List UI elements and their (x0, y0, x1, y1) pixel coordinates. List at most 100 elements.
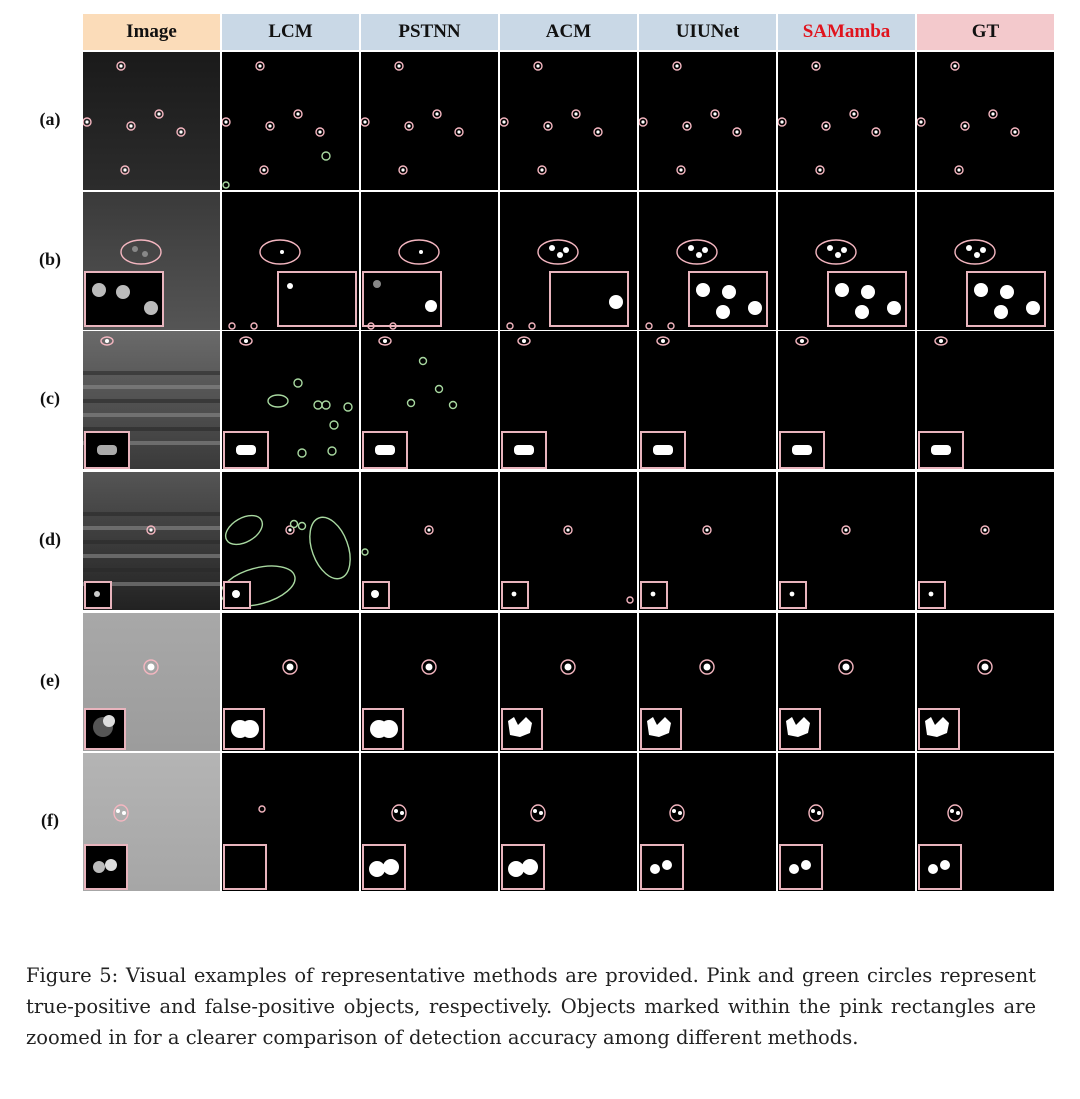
false-positive-circle (289, 519, 299, 529)
target-blob (647, 717, 671, 737)
target-blob (397, 64, 401, 68)
target-blob (931, 445, 951, 455)
target-circle (1010, 127, 1020, 137)
target-blob (286, 663, 294, 671)
target-circle (432, 109, 442, 119)
target-blob (650, 591, 656, 597)
target-blob (375, 445, 395, 455)
target-blob (983, 528, 987, 532)
target-ellipse (795, 336, 809, 346)
target-circle (667, 322, 675, 330)
false-positive-circle (297, 521, 307, 531)
zoom-box (362, 271, 442, 327)
panel-acm (500, 753, 637, 891)
target-circle (506, 322, 514, 330)
target-ellipse (537, 239, 579, 265)
target-blob (539, 811, 543, 815)
target-blob (407, 124, 411, 128)
panel-image (83, 52, 220, 190)
target-circle (849, 109, 859, 119)
target-blob (835, 283, 849, 297)
target-blob (241, 720, 259, 738)
target-blob (688, 245, 694, 251)
target-ellipse (120, 239, 162, 265)
target-blob (258, 64, 262, 68)
target-blob (653, 445, 673, 455)
panel-uiunet (639, 52, 776, 190)
target-blob (563, 247, 569, 253)
column-header-uiunet: UIUNet (639, 14, 776, 50)
target-blob (705, 528, 709, 532)
target-blob (157, 112, 161, 116)
panel-samamba (778, 753, 915, 891)
target-ellipse (398, 239, 440, 265)
target-blob (425, 300, 437, 312)
target-blob (514, 445, 534, 455)
target-circle (222, 181, 230, 189)
target-blob (994, 305, 1008, 319)
target-blob (713, 112, 717, 116)
target-blob (981, 663, 989, 671)
target-circle (871, 127, 881, 137)
target-circle (917, 117, 926, 127)
false-positive-circle (297, 448, 307, 458)
target-blob (288, 528, 292, 532)
target-circle (626, 596, 634, 604)
target-blob (94, 591, 100, 597)
target-blob (129, 124, 133, 128)
target-circle (228, 322, 236, 330)
target-blob (780, 120, 784, 124)
target-blob (508, 861, 524, 877)
target-blob (650, 864, 660, 874)
target-blob (268, 124, 272, 128)
column-header-image: Image (83, 14, 220, 50)
target-blob (533, 809, 537, 813)
panel-gt (917, 192, 1054, 330)
target-circle (361, 117, 370, 127)
target-blob (142, 251, 148, 257)
target-circle (815, 165, 825, 175)
panel-samamba (778, 613, 915, 751)
target-circle (563, 525, 573, 535)
target-blob (262, 168, 266, 172)
zoom-box (966, 271, 1046, 327)
false-positive-circle (361, 548, 369, 556)
target-blob (280, 250, 284, 254)
target-circle (560, 659, 576, 675)
zoom-box (501, 708, 543, 750)
target-blob (540, 168, 544, 172)
target-ellipse (947, 804, 963, 822)
target-circle (154, 109, 164, 119)
target-blob (401, 168, 405, 172)
false-positive-circle (448, 400, 458, 410)
target-blob (722, 285, 736, 299)
target-blob (546, 124, 550, 128)
target-circle (980, 525, 990, 535)
target-blob (383, 339, 387, 343)
target-blob (536, 64, 540, 68)
target-blob (991, 112, 995, 116)
panel-lcm (222, 192, 359, 330)
panel-image (83, 472, 220, 610)
target-circle (571, 109, 581, 119)
target-ellipse (656, 336, 670, 346)
target-blob (1013, 130, 1017, 134)
false-positive-circle (406, 398, 416, 408)
target-blob (363, 120, 367, 124)
target-blob (92, 283, 106, 297)
panel-image (83, 331, 220, 469)
panel-image (83, 753, 220, 891)
target-blob (641, 120, 645, 124)
target-blob (369, 861, 385, 877)
panel-lcm (222, 613, 359, 751)
panel-acm (500, 331, 637, 469)
target-circle (367, 322, 375, 330)
target-blob (696, 252, 702, 258)
false-positive-ellipse (309, 516, 351, 580)
target-ellipse (815, 239, 857, 265)
panel-gt (917, 753, 1054, 891)
target-blob (511, 591, 517, 597)
target-blob (824, 124, 828, 128)
target-blob (435, 112, 439, 116)
target-circle (293, 109, 303, 119)
